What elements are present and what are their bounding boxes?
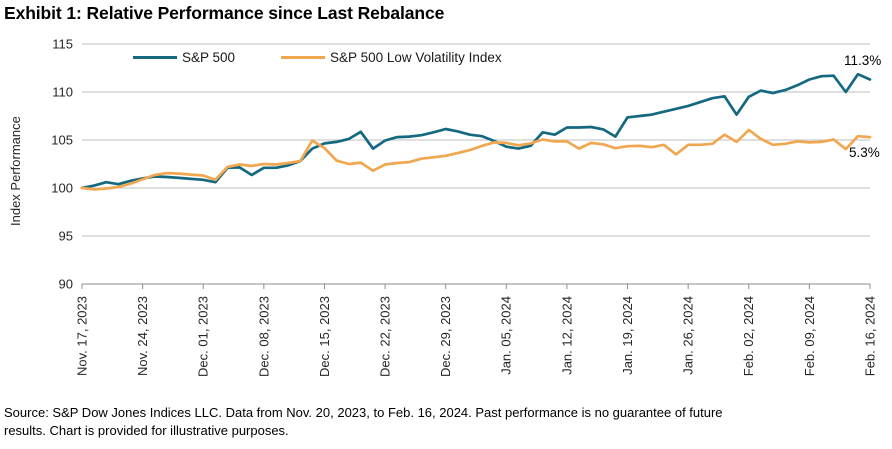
lowvol-line-swatch	[281, 56, 326, 59]
x-tick-label: Jan. 05, 2024	[499, 296, 514, 375]
chart-legend: S&P 500 S&P 500 Low Volatility Index	[133, 50, 502, 65]
x-tick-label: Feb. 02, 2024	[741, 296, 756, 376]
legend-item-sp500: S&P 500	[133, 50, 235, 65]
y-tick-label-95: 95	[59, 229, 73, 244]
x-tick-label: Dec. 29, 2023	[438, 296, 453, 377]
y-tick-label-100: 100	[51, 181, 73, 196]
x-tick-label: Dec. 01, 2023	[196, 296, 211, 377]
y-axis-label: Index Performance	[8, 116, 23, 226]
source-note-line2: results. Chart is provided for illustrat…	[4, 423, 289, 439]
lowvol-end-value-label: 5.3%	[849, 145, 880, 160]
series-line-s-p-500	[80, 72, 872, 190]
x-tick-label: Feb. 09, 2024	[802, 296, 817, 376]
x-tick-label: Jan. 12, 2024	[559, 296, 574, 375]
x-tick-label: Nov. 17, 2023	[74, 296, 89, 376]
legend-label-sp500: S&P 500	[182, 50, 236, 65]
sp500-end-value-label: 11.3%	[844, 53, 882, 68]
y-tick-label-105: 105	[51, 133, 73, 148]
sp500-line-swatch	[133, 56, 177, 59]
x-tick-label: Jan. 26, 2024	[681, 296, 696, 375]
x-tick-label: Jan. 19, 2024	[620, 296, 635, 375]
x-tick-label: Dec. 08, 2023	[256, 296, 271, 377]
x-tick-label: Nov. 24, 2023	[135, 296, 150, 376]
legend-item-lowvol: S&P 500 Low Volatility Index	[281, 50, 502, 65]
x-tick-label: Dec. 22, 2023	[377, 296, 392, 377]
chart-title: Exhibit 1: Relative Performance since La…	[4, 3, 445, 23]
source-note-line1: Source: S&P Dow Jones Indices LLC. Data …	[4, 405, 723, 420]
y-tick-label-110: 110	[52, 85, 73, 100]
source-note: Source: S&P Dow Jones Indices LLC. Data …	[4, 404, 888, 441]
legend-label-lowvol: S&P 500 Low Volatility Index	[330, 50, 502, 65]
y-tick-label-90: 90	[59, 277, 73, 292]
series-line-s-p-500-low-volatility-index	[80, 128, 872, 191]
y-tick-label-115: 115	[52, 37, 73, 52]
x-tick-label: Dec. 15, 2023	[317, 296, 332, 377]
x-tick-label: Feb. 16, 2024	[862, 296, 877, 376]
